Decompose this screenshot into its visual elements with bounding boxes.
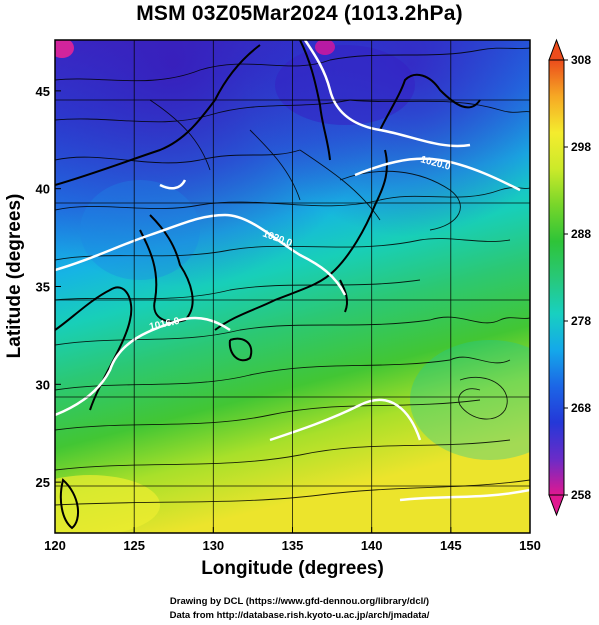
- colorbar-top-arrow: [548, 38, 565, 61]
- colorbar-tick-label: 298: [571, 140, 591, 154]
- x-tick-label: 130: [202, 538, 224, 553]
- colorbar-tick-label: 258: [571, 488, 591, 502]
- y-axis-label: Latitude (degrees): [4, 193, 25, 359]
- y-tick-label: 25: [36, 475, 50, 490]
- y-tick-label: 30: [36, 377, 50, 392]
- x-axis-label: Longitude (degrees): [201, 558, 384, 579]
- y-tick-label: 40: [36, 182, 50, 197]
- colorbar: 308 298 288 278 268 258: [548, 38, 591, 517]
- wind-streamlines: [55, 47, 530, 506]
- credit-data: Data from http://database.rish.kyoto-u.a…: [169, 610, 430, 621]
- x-tick-label: 125: [123, 538, 145, 553]
- x-tick-label: 120: [44, 538, 66, 553]
- colorbar-tick-label: 268: [571, 401, 591, 415]
- map-title: MSM 03Z05Mar2024 (1013.2hPa): [136, 2, 463, 25]
- x-tick-label: 135: [282, 538, 304, 553]
- x-tick-label: 150: [519, 538, 541, 553]
- colorbar-tick-label: 288: [571, 227, 591, 241]
- grid: [55, 40, 530, 533]
- x-tick-label: 140: [361, 538, 383, 553]
- colorbar-bottom-arrow: [548, 494, 565, 517]
- credit-drawing: Drawing by DCL (https://www.gfd-dennou.o…: [169, 596, 430, 607]
- x-tick-label: 145: [440, 538, 462, 553]
- y-tick-label: 45: [36, 84, 50, 99]
- colorbar-tick-label: 308: [571, 53, 591, 67]
- x-axis-ticks: 120 125 130 135 140 145 150: [44, 527, 541, 553]
- colorbar-tick-label: 278: [571, 314, 591, 328]
- y-axis-ticks: 25 30 35 40 45: [36, 84, 61, 490]
- map-field: [55, 40, 530, 533]
- y-tick-label: 35: [36, 280, 50, 295]
